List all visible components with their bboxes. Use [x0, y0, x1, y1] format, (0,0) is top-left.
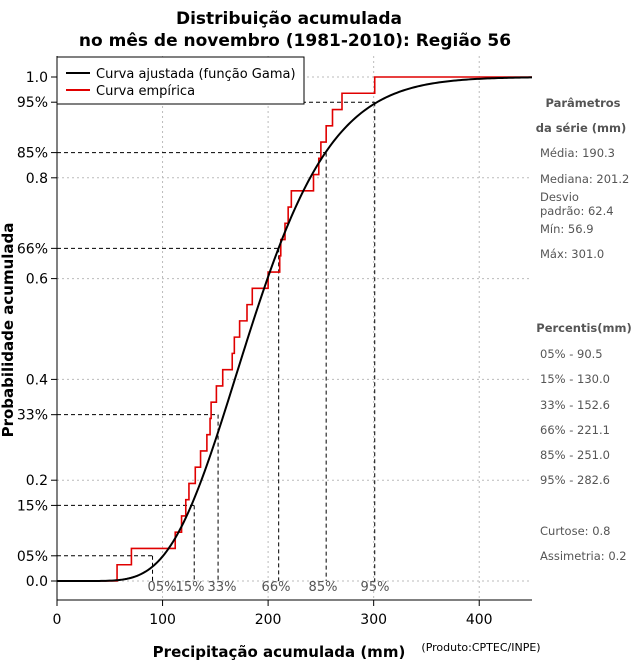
- stat-desvio-line1: Desvio: [540, 190, 579, 204]
- percentile-15: 15% - 130.0: [540, 372, 610, 386]
- params-heading-line1: Parâmetros: [545, 96, 620, 110]
- grid-lines: [57, 56, 532, 600]
- x-tick-label-200: 200: [255, 612, 282, 628]
- chart-title-line2: no mês de novembro (1981-2010): Região 5…: [79, 31, 511, 51]
- fitted-gamma-cdf-line: [57, 76, 533, 582]
- product-credit: (Produto:CPTEC/INPE): [421, 641, 540, 654]
- y-tick-label-95%: 95%: [17, 95, 48, 111]
- stat-media: Média: 190.3: [540, 146, 615, 160]
- y-tick-label-1.0: 1.0: [26, 70, 48, 86]
- percentile-66: 66% - 221.1: [540, 423, 610, 437]
- series-layer: [57, 76, 533, 582]
- y-axis-title: Probabilidade acumulada: [0, 223, 17, 438]
- stat-min: Mín: 56.9: [540, 222, 594, 236]
- x-tick-label-300: 300: [360, 612, 387, 628]
- percentile-x-label-95%: 95%: [361, 580, 390, 595]
- x-axis-title: Precipitação acumulada (mm): [153, 643, 406, 660]
- y-tick-label-15%: 15%: [17, 498, 48, 514]
- legend-label-fitted: Curva ajustada (função Gama): [96, 67, 296, 82]
- stat-max: Máx: 301.0: [540, 247, 604, 261]
- stat-desvio-line2: padrão: 62.4: [540, 204, 614, 218]
- percentile-05: 05% - 90.5: [540, 347, 603, 361]
- y-tick-label-0.6: 0.6: [26, 272, 48, 288]
- y-axis-ticks: 0.0 05% 15% 0.2 33% 0.4 0.6 66% 0.8 85% 95% 1.0: [17, 70, 57, 590]
- percentile-x-label-66%: 66%: [262, 580, 291, 595]
- percentile-x-labels: 05% 15% 33% 66% 85% 95%: [148, 580, 390, 595]
- stat-mediana: Mediana: 201.2: [540, 172, 629, 186]
- percentile-33: 33% - 152.6: [540, 398, 610, 412]
- legend-box: [56, 56, 305, 105]
- x-axis-ticks: 0 100 200 300 400: [53, 600, 493, 628]
- stat-curtose: Curtose: 0.8: [540, 524, 610, 538]
- statistics-panel: Parâmetros da série (mm) Média: 190.3 Me…: [536, 96, 632, 563]
- y-tick-label-66%: 66%: [17, 241, 48, 257]
- percentis-heading: Percentis(mm): [536, 321, 631, 335]
- legend: Curva ajustada (função Gama) Curva empír…: [56, 56, 305, 105]
- empirical-cdf-line: [57, 76, 532, 582]
- chart-title-line1: Distribuição acumulada: [176, 9, 402, 29]
- y-tick-label-0.0: 0.0: [26, 574, 48, 590]
- percentile-guide-lines: [57, 101, 376, 581]
- y-tick-label-0.8: 0.8: [26, 171, 48, 187]
- percentile-x-label-85%: 85%: [309, 580, 338, 595]
- y-tick-label-0.2: 0.2: [26, 473, 48, 489]
- percentile-x-label-33%: 33%: [208, 580, 237, 595]
- stat-assimetria: Assimetria: 0.2: [540, 549, 627, 563]
- x-tick-label-400: 400: [466, 612, 493, 628]
- legend-label-empirical: Curva empírica: [96, 84, 195, 99]
- percentile-x-label-05%: 05%: [148, 580, 177, 595]
- x-tick-label-100: 100: [149, 612, 176, 628]
- percentile-85: 85% - 251.0: [540, 448, 610, 462]
- y-tick-label-85%: 85%: [17, 146, 48, 162]
- percentile-x-label-15%: 15%: [176, 580, 205, 595]
- y-tick-label-05%: 05%: [17, 549, 48, 565]
- x-tick-label-0: 0: [53, 612, 62, 628]
- y-tick-label-0.4: 0.4: [26, 372, 48, 388]
- params-heading-line2: da série (mm): [536, 121, 627, 135]
- percentile-95: 95% - 282.6: [540, 473, 610, 487]
- y-tick-label-33%: 33%: [17, 408, 48, 424]
